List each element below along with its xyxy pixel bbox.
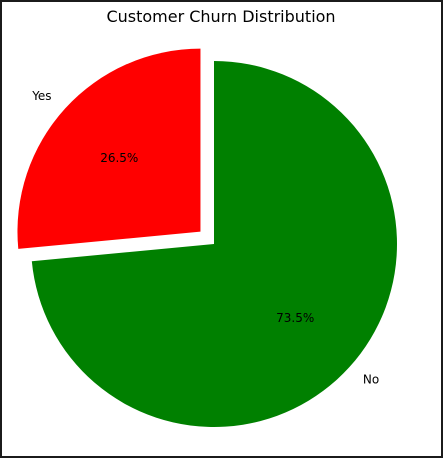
pie-category-label-no: No (363, 372, 379, 386)
pie-labels: 73.5% No 26.5% Yes (31, 89, 379, 386)
pie-percent-label-no: 73.5% (276, 311, 314, 325)
pie-percent-label-yes: 26.5% (100, 151, 138, 165)
pie-slice-yes (17, 48, 201, 249)
pie-slices (17, 48, 397, 427)
pie-category-label-yes: Yes (31, 89, 51, 103)
pie-slice-no (31, 61, 397, 427)
chart-title: Customer Churn Distribution (106, 7, 335, 26)
